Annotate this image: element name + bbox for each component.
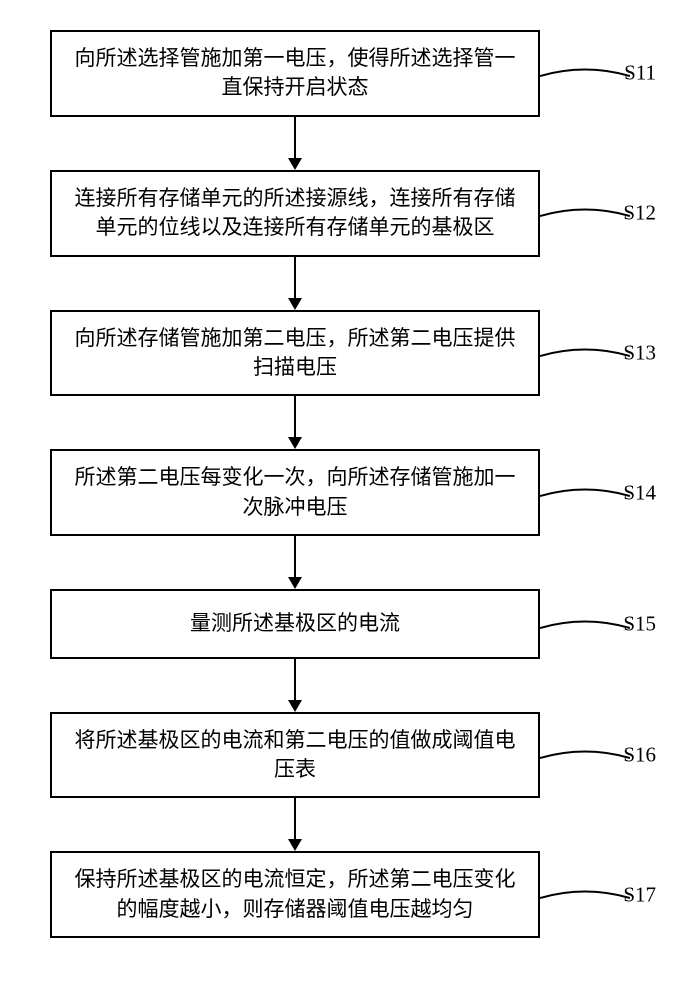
step-text-6: 将所述基极区的电流和第二电压的值做成阈值电压表 [75,728,516,781]
connector-6 [540,748,630,768]
step-1: 向所述选择管施加第一电压，使得所述选择管一直保持开启状态 S11 [20,30,676,117]
step-label-6: S16 [623,742,656,767]
arrow-1 [288,117,302,170]
connector-4 [540,486,630,506]
arrow-4 [288,536,302,589]
connector-5 [540,618,630,638]
step-label-7: S17 [623,882,656,907]
step-box-6: 将所述基极区的电流和第二电压的值做成阈值电压表 [50,712,540,799]
step-6: 将所述基极区的电流和第二电压的值做成阈值电压表 S16 [20,712,676,799]
arrow-5 [288,659,302,712]
step-text-2: 连接所有存储单元的所述接源线，连接所有存储单元的位线以及连接所有存储单元的基极区 [75,186,516,239]
step-label-1: S11 [624,61,656,86]
connector-2 [540,206,630,226]
step-text-5: 量测所述基极区的电流 [190,611,400,635]
arrow-6 [288,798,302,851]
step-box-2: 连接所有存储单元的所述接源线，连接所有存储单元的位线以及连接所有存储单元的基极区 [50,170,540,257]
step-text-4: 所述第二电压每变化一次，向所述存储管施加一次脉冲电压 [75,465,516,518]
step-box-5: 量测所述基极区的电流 [50,589,540,658]
flowchart-container: 向所述选择管施加第一电压，使得所述选择管一直保持开启状态 S11 连接所有存储单… [20,30,676,938]
step-box-3: 向所述存储管施加第二电压，所述第二电压提供扫描电压 [50,310,540,397]
connector-1 [540,66,630,86]
arrow-2 [288,257,302,310]
step-label-4: S14 [623,480,656,505]
step-box-7: 保持所述基极区的电流恒定，所述第二电压变化的幅度越小，则存储器阈值电压越均匀 [50,851,540,938]
step-2: 连接所有存储单元的所述接源线，连接所有存储单元的位线以及连接所有存储单元的基极区… [20,170,676,257]
step-label-2: S12 [623,201,656,226]
step-text-7: 保持所述基极区的电流恒定，所述第二电压变化的幅度越小，则存储器阈值电压越均匀 [75,867,516,920]
step-5: 量测所述基极区的电流 S15 [20,589,676,658]
step-box-1: 向所述选择管施加第一电压，使得所述选择管一直保持开启状态 [50,30,540,117]
step-box-4: 所述第二电压每变化一次，向所述存储管施加一次脉冲电压 [50,449,540,536]
step-7: 保持所述基极区的电流恒定，所述第二电压变化的幅度越小，则存储器阈值电压越均匀 S… [20,851,676,938]
step-text-3: 向所述存储管施加第二电压，所述第二电压提供扫描电压 [75,326,516,379]
step-text-1: 向所述选择管施加第一电压，使得所述选择管一直保持开启状态 [75,46,516,99]
step-label-5: S15 [623,611,656,636]
connector-7 [540,888,630,908]
step-3: 向所述存储管施加第二电压，所述第二电压提供扫描电压 S13 [20,310,676,397]
step-4: 所述第二电压每变化一次，向所述存储管施加一次脉冲电压 S14 [20,449,676,536]
connector-3 [540,346,630,366]
arrow-3 [288,396,302,449]
step-label-3: S13 [623,340,656,365]
